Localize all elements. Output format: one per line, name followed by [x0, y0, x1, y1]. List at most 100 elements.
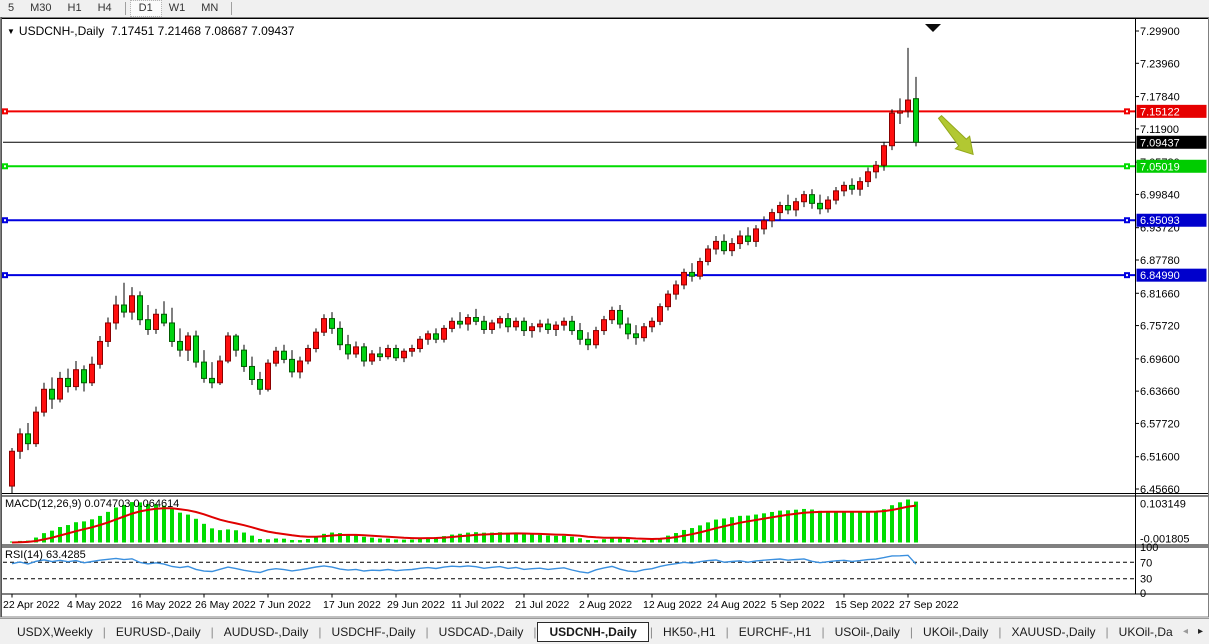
sell-direction-arrow-icon[interactable]	[933, 111, 980, 161]
macd-histogram-bar	[266, 539, 270, 543]
bull-candle	[769, 212, 775, 222]
macd-histogram-bar	[730, 517, 734, 543]
macd-signal-line	[11, 504, 917, 544]
hline-handle-center	[4, 110, 6, 113]
price-tick-label: 7.23960	[1140, 58, 1180, 70]
timeframe-button-w1[interactable]: W1	[168, 2, 186, 14]
macd-histogram-bar	[322, 533, 326, 543]
tabs-scroll-right-icon[interactable]: ▸	[1197, 626, 1203, 637]
bear-candle	[577, 330, 583, 340]
macd-histogram-bar	[842, 511, 846, 543]
bull-candle	[705, 248, 711, 263]
bull-candle	[641, 326, 647, 339]
tab-usdchf-daily[interactable]: USDCHF-,Daily	[331, 624, 416, 639]
price-chart[interactable]: 7.299007.239607.178407.119007.057806.998…	[0, 17, 1209, 618]
bear-candle	[521, 320, 527, 332]
tab-ukoil-da[interactable]: UKOil-,Da	[1118, 624, 1173, 639]
bull-candle	[841, 184, 847, 192]
macd-histogram-bar	[290, 539, 294, 543]
macd-histogram-bar	[714, 519, 718, 543]
bull-candle	[497, 318, 503, 324]
price-tick-label: 6.51600	[1140, 452, 1180, 464]
down-triangle-marker-icon[interactable]	[925, 24, 941, 32]
bear-candle	[241, 349, 247, 367]
macd-histogram-bar	[306, 539, 310, 543]
macd-histogram-bar	[42, 533, 46, 543]
timeframe-button-5[interactable]: 5	[8, 2, 15, 14]
bear-candle	[257, 379, 263, 390]
tab-separator: |	[318, 624, 322, 639]
tab-ukoil-daily[interactable]: UKOil-,Daily	[923, 624, 989, 639]
tab-eurusd-daily[interactable]: EURUSD-,Daily	[115, 624, 201, 639]
macd-histogram-bar	[250, 535, 254, 543]
macd-histogram-bar	[882, 509, 886, 543]
macd-histogram-bar	[810, 509, 814, 543]
macd-histogram-bar	[434, 537, 438, 543]
date-axis: 22 Apr 2022 4 May 2022 16 May 2022 26 May 2…	[3, 593, 959, 611]
date-tick-label: 15 Sep 2022	[835, 599, 895, 611]
macd-histogram-bar	[658, 538, 662, 543]
macd-histogram-bar	[178, 512, 182, 543]
macd-histogram-bar	[794, 509, 798, 543]
macd-histogram-bar	[866, 511, 870, 543]
timeframe-button-h4[interactable]: H4	[97, 2, 112, 14]
chart-title: ▼ USDCNH-,Daily 7.17451 7.21468 7.08687 7…	[7, 24, 294, 38]
bear-candle	[721, 240, 727, 252]
tab-eurchf-h1[interactable]: EURCHF-,H1	[738, 624, 812, 639]
macd-histogram-bar	[722, 518, 726, 543]
bull-candle	[881, 145, 887, 166]
annotations	[925, 24, 980, 161]
bear-candle	[337, 327, 343, 346]
price-tick-label: 6.75720	[1140, 321, 1180, 333]
hline-handle-center	[1126, 274, 1128, 277]
macd-histogram-bar	[442, 536, 446, 543]
tab-hk50-h1[interactable]: HK50-,H1	[662, 624, 716, 639]
bull-candle	[793, 201, 799, 211]
rsi-name: RSI(14)	[5, 549, 43, 561]
timeframe-button-d1[interactable]: D1	[129, 0, 162, 17]
tab-audusd-daily[interactable]: AUDUSD-,Daily	[223, 624, 309, 639]
date-tick-label: 24 Aug 2022	[707, 599, 766, 611]
rsi-line	[11, 554, 917, 574]
hline-handle-center	[1126, 219, 1128, 222]
tab-separator: |	[533, 624, 537, 639]
macd-histogram-bar	[234, 530, 238, 543]
tab-usdcad-daily[interactable]: USDCAD-,Daily	[438, 624, 524, 639]
tab-separator: |	[210, 624, 214, 639]
macd-histogram-bar	[242, 532, 246, 543]
tab-separator: |	[102, 624, 106, 639]
collapse-arrow-icon[interactable]: ▼	[7, 27, 15, 36]
tab-xauusd-daily[interactable]: XAUUSD-,Daily	[1011, 624, 1096, 639]
macd-histogram-bar	[210, 528, 214, 543]
macd-histogram-bar	[154, 504, 158, 543]
tabs-scroll-left-icon[interactable]: ◂	[1182, 626, 1188, 637]
rsi-indicator-label: RSI(14) 63.4285	[5, 549, 86, 561]
tab-usdx-weekly[interactable]: USDX,Weekly	[17, 624, 93, 639]
bull-candle	[57, 377, 63, 400]
macd-histogram-bar	[634, 540, 638, 543]
timeframe-button-m30[interactable]: M30	[30, 2, 52, 14]
macd-histogram-bar	[738, 515, 742, 543]
tab-usoil-daily[interactable]: USOil-,Daily	[834, 624, 900, 639]
bull-candle	[273, 350, 279, 364]
bull-candle	[113, 304, 119, 324]
bull-candle	[353, 346, 359, 355]
price-badge	[1136, 159, 1207, 173]
timeframe-button-h1[interactable]: H1	[67, 2, 82, 14]
macd-name: MACD(12,26,9)	[5, 498, 82, 510]
bear-candle	[849, 184, 855, 190]
macd-histogram-bar	[522, 533, 526, 543]
tab-usdcnh-daily[interactable]: USDCNH-,Daily	[537, 621, 649, 642]
bear-candle	[289, 358, 295, 373]
bull-candle	[529, 326, 535, 332]
macd-histogram-bar	[338, 533, 342, 543]
timeframe-button-mn[interactable]: MN	[201, 2, 219, 14]
bull-candle	[73, 369, 79, 388]
bull-candle	[217, 360, 223, 384]
macd-histogram-bar	[202, 523, 206, 543]
bear-candle	[65, 377, 71, 388]
date-tick-label: 21 Jul 2022	[515, 599, 569, 611]
bull-candle	[713, 240, 719, 250]
macd-histogram-bar	[498, 532, 502, 543]
bull-candle	[441, 327, 447, 340]
